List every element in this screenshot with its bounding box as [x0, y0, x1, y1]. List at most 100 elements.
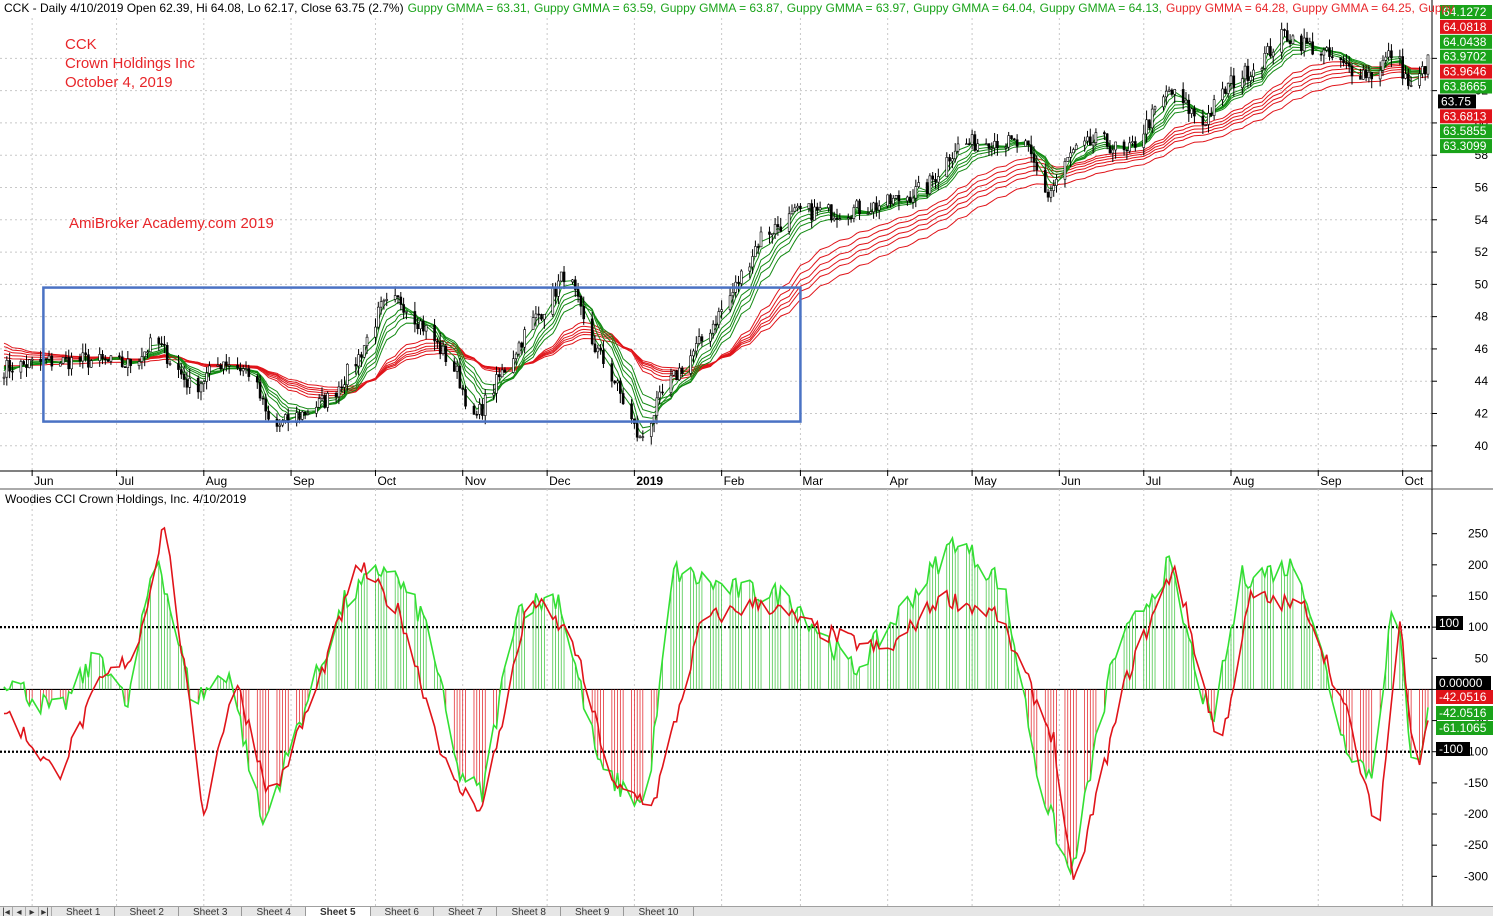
- candle-body: [1249, 76, 1253, 81]
- last-sheet-button[interactable]: ▸|: [39, 907, 52, 916]
- candle-body: [641, 436, 645, 438]
- cci-badge-label: -42.0516: [1439, 690, 1487, 704]
- candle-body: [120, 356, 124, 367]
- candle-body: [934, 178, 937, 183]
- candle-body: [483, 394, 487, 416]
- candle-body: [652, 415, 656, 424]
- candle-body: [796, 205, 799, 209]
- candle-body: [1173, 89, 1177, 95]
- candle-body: [858, 200, 861, 215]
- candle-body: [773, 224, 777, 235]
- price-badge-label: 63.9702: [1443, 50, 1487, 64]
- gmma-values: Guppy GMMA = 63.31, Guppy GMMA = 63.59, Gu…: [408, 1, 1459, 15]
- candle-body: [875, 202, 878, 211]
- y-tick-label: 44: [1475, 374, 1489, 388]
- sheet-tab[interactable]: Sheet 2: [115, 907, 179, 916]
- candle-body: [278, 424, 282, 427]
- candle-body: [1083, 140, 1086, 146]
- x-tick-label: Sep: [1320, 474, 1342, 488]
- candle-body: [689, 355, 692, 374]
- candle-body: [838, 218, 842, 220]
- y-tick-label: 46: [1475, 342, 1489, 356]
- long-gmma-line: [3, 76, 1429, 388]
- sheet-tab[interactable]: Sheet 1: [52, 907, 116, 916]
- candle-body: [357, 354, 360, 367]
- cci-line: [3, 535, 1429, 876]
- candle-body: [1288, 40, 1292, 44]
- candle-body: [996, 140, 999, 148]
- x-tick-label: Dec: [549, 474, 570, 488]
- candle-body: [1325, 47, 1328, 51]
- candle-body: [596, 347, 600, 353]
- candle-body: [1086, 136, 1089, 142]
- date-axis: Jun Jul Aug Sep Oct Nov Dec 2019 Feb Mar Apr May Jun…: [0, 470, 1432, 488]
- candle-body: [1052, 185, 1056, 191]
- prev-sheet-button[interactable]: ◂: [13, 907, 26, 916]
- candle-body: [205, 372, 208, 382]
- candle-body: [925, 182, 929, 194]
- candle-body: [1111, 149, 1115, 154]
- first-sheet-button[interactable]: |◂: [0, 907, 13, 916]
- candle-body: [1328, 47, 1331, 57]
- sheet-tab[interactable]: Sheet 9: [561, 907, 625, 916]
- candle-body: [78, 357, 82, 362]
- candle-body: [1421, 66, 1424, 74]
- next-sheet-button[interactable]: ▸: [26, 907, 39, 916]
- candle-body: [973, 134, 977, 151]
- candle-body: [1193, 108, 1196, 117]
- candle-body: [104, 358, 107, 361]
- candle-body: [44, 358, 48, 360]
- candle-body: [759, 231, 763, 248]
- candle-body: [573, 279, 577, 290]
- candle-body: [1122, 141, 1126, 151]
- candle-body: [1224, 88, 1227, 94]
- candle-body: [990, 147, 994, 150]
- sheet-tab[interactable]: Sheet 5: [305, 907, 371, 916]
- candle-body: [697, 336, 701, 344]
- candle-body: [818, 207, 822, 211]
- sheet-tab[interactable]: Sheet 4: [242, 907, 306, 916]
- candle-body: [498, 374, 501, 378]
- candle-body: [140, 356, 144, 362]
- sheet-tab[interactable]: Sheet 10: [624, 907, 694, 916]
- candle-body: [1426, 54, 1430, 75]
- candle-body: [208, 365, 211, 374]
- candle-body: [967, 143, 971, 145]
- candle-body: [306, 412, 310, 415]
- sheet-tab[interactable]: Sheet 8: [497, 907, 561, 916]
- candle-body: [1148, 119, 1151, 129]
- candle-body: [419, 320, 422, 330]
- candle-body: [1269, 46, 1272, 57]
- candle-body: [1091, 142, 1095, 146]
- candle-body: [343, 384, 346, 388]
- candle-body: [346, 364, 349, 385]
- cci-y-tick-label: -300: [1464, 869, 1488, 883]
- candle-body: [1004, 146, 1008, 149]
- candle-body: [1401, 56, 1404, 79]
- price-badge: [1438, 94, 1476, 109]
- x-tick-label: Sep: [293, 474, 315, 488]
- sheet-tab[interactable]: Sheet 6: [371, 907, 434, 916]
- candle-body: [709, 332, 712, 342]
- sheet-tab[interactable]: Sheet 7: [434, 907, 498, 916]
- candle-body: [951, 158, 954, 162]
- price-badge-label: 63.9646: [1443, 65, 1487, 79]
- candle-body: [827, 204, 830, 209]
- candle-body: [1032, 153, 1036, 163]
- candle-body: [984, 143, 988, 145]
- candle-body: [976, 143, 980, 151]
- cci-badge-label: 0.00000: [1439, 676, 1483, 690]
- candle-body: [5, 360, 9, 378]
- candle-body: [571, 279, 574, 283]
- cci-badge: [1436, 742, 1470, 756]
- gmma-value: Guppy GMMA = 64.25,: [1292, 1, 1415, 15]
- candle-body: [956, 143, 960, 152]
- candle-body: [1049, 190, 1053, 198]
- candle-body: [1204, 124, 1207, 126]
- candle-body: [855, 200, 859, 208]
- candle-body: [1074, 144, 1078, 150]
- sheet-tab[interactable]: Sheet 3: [179, 907, 243, 916]
- y-tick-label: 56: [1475, 181, 1489, 195]
- candle-body: [931, 175, 934, 180]
- candle-body: [1145, 119, 1148, 135]
